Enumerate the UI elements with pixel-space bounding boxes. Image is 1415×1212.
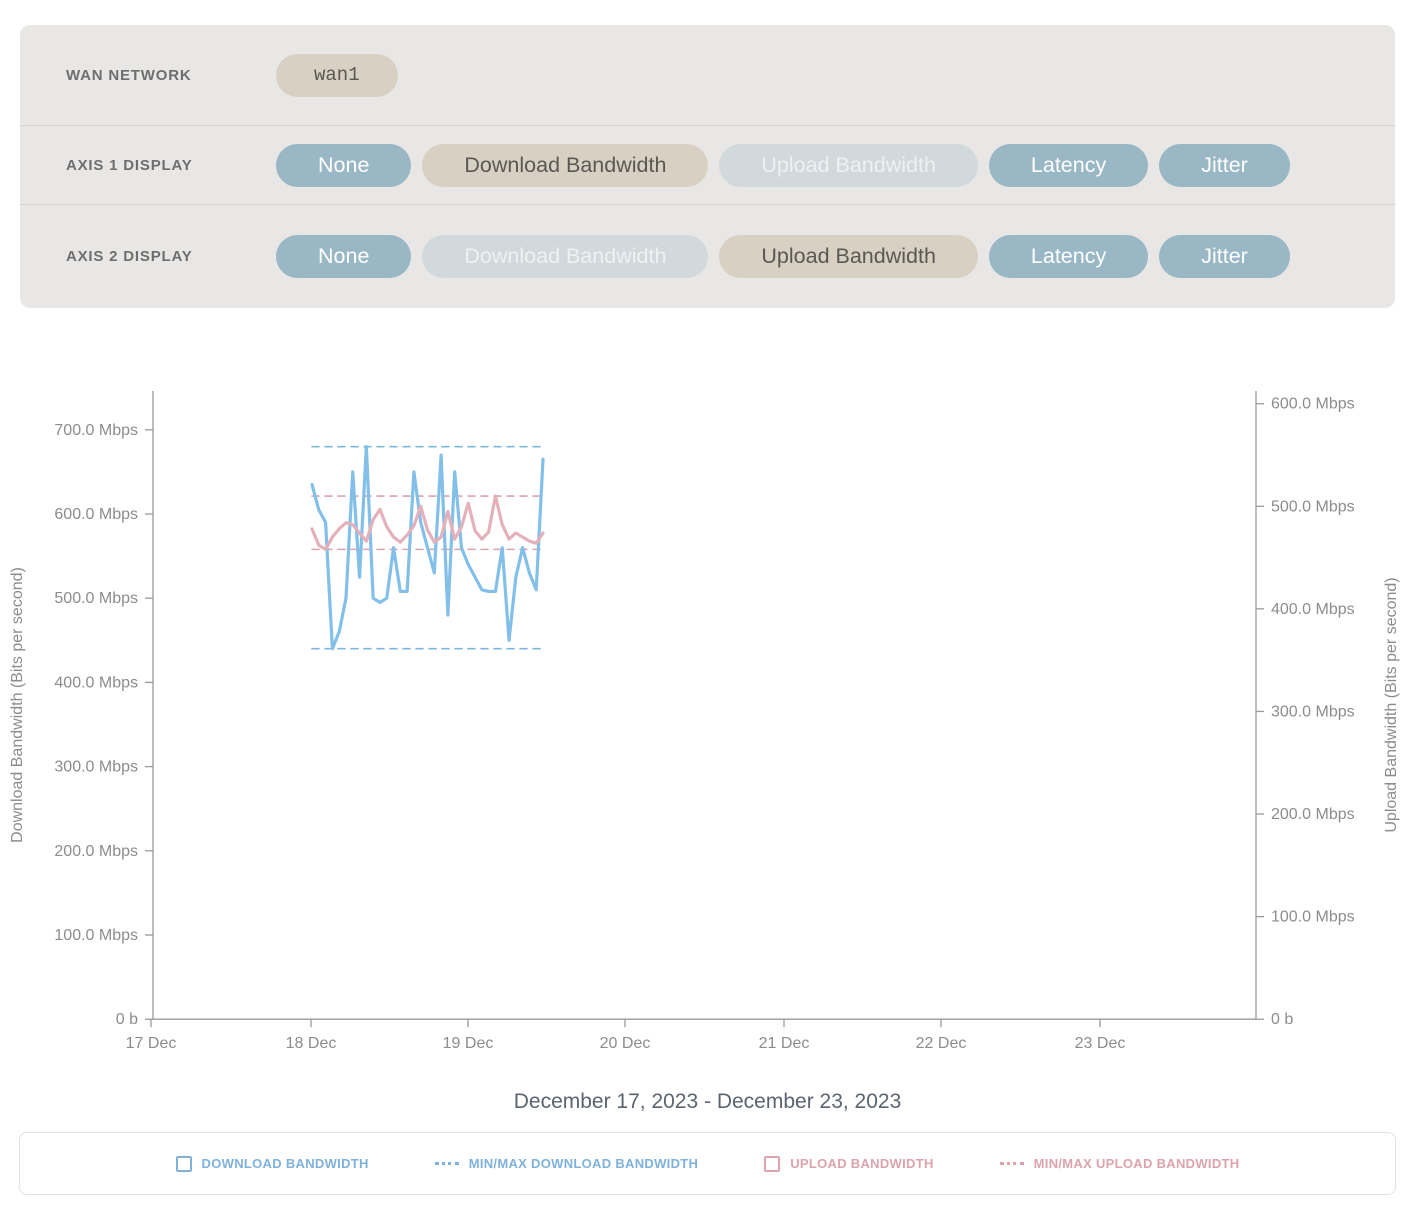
svg-text:Upload Bandwidth (Bits per sec: Upload Bandwidth (Bits per second)	[1383, 577, 1400, 832]
svg-text:100.0 Mbps: 100.0 Mbps	[1271, 909, 1355, 926]
svg-text:0 b: 0 b	[116, 1011, 138, 1028]
svg-text:18 Dec: 18 Dec	[286, 1035, 337, 1052]
svg-text:17 Dec: 17 Dec	[126, 1035, 177, 1052]
svg-text:300.0 Mbps: 300.0 Mbps	[54, 759, 138, 776]
svg-text:400.0 Mbps: 400.0 Mbps	[1271, 601, 1355, 618]
svg-text:21 Dec: 21 Dec	[759, 1035, 810, 1052]
svg-text:400.0 Mbps: 400.0 Mbps	[54, 674, 138, 691]
svg-text:500.0 Mbps: 500.0 Mbps	[54, 590, 138, 607]
svg-text:20 Dec: 20 Dec	[600, 1035, 651, 1052]
svg-text:200.0 Mbps: 200.0 Mbps	[54, 843, 138, 860]
svg-text:100.0 Mbps: 100.0 Mbps	[54, 927, 138, 944]
svg-text:700.0 Mbps: 700.0 Mbps	[54, 422, 138, 439]
svg-text:19 Dec: 19 Dec	[443, 1035, 494, 1052]
svg-text:300.0 Mbps: 300.0 Mbps	[1271, 703, 1355, 720]
svg-text:600.0 Mbps: 600.0 Mbps	[54, 506, 138, 523]
svg-text:200.0 Mbps: 200.0 Mbps	[1271, 806, 1355, 823]
svg-text:600.0 Mbps: 600.0 Mbps	[1271, 396, 1355, 413]
svg-text:Download Bandwidth (Bits per s: Download Bandwidth (Bits per second)	[9, 567, 26, 843]
svg-text:500.0 Mbps: 500.0 Mbps	[1271, 498, 1355, 515]
svg-text:0 b: 0 b	[1271, 1011, 1293, 1028]
svg-text:22 Dec: 22 Dec	[916, 1035, 967, 1052]
svg-text:23 Dec: 23 Dec	[1075, 1035, 1126, 1052]
